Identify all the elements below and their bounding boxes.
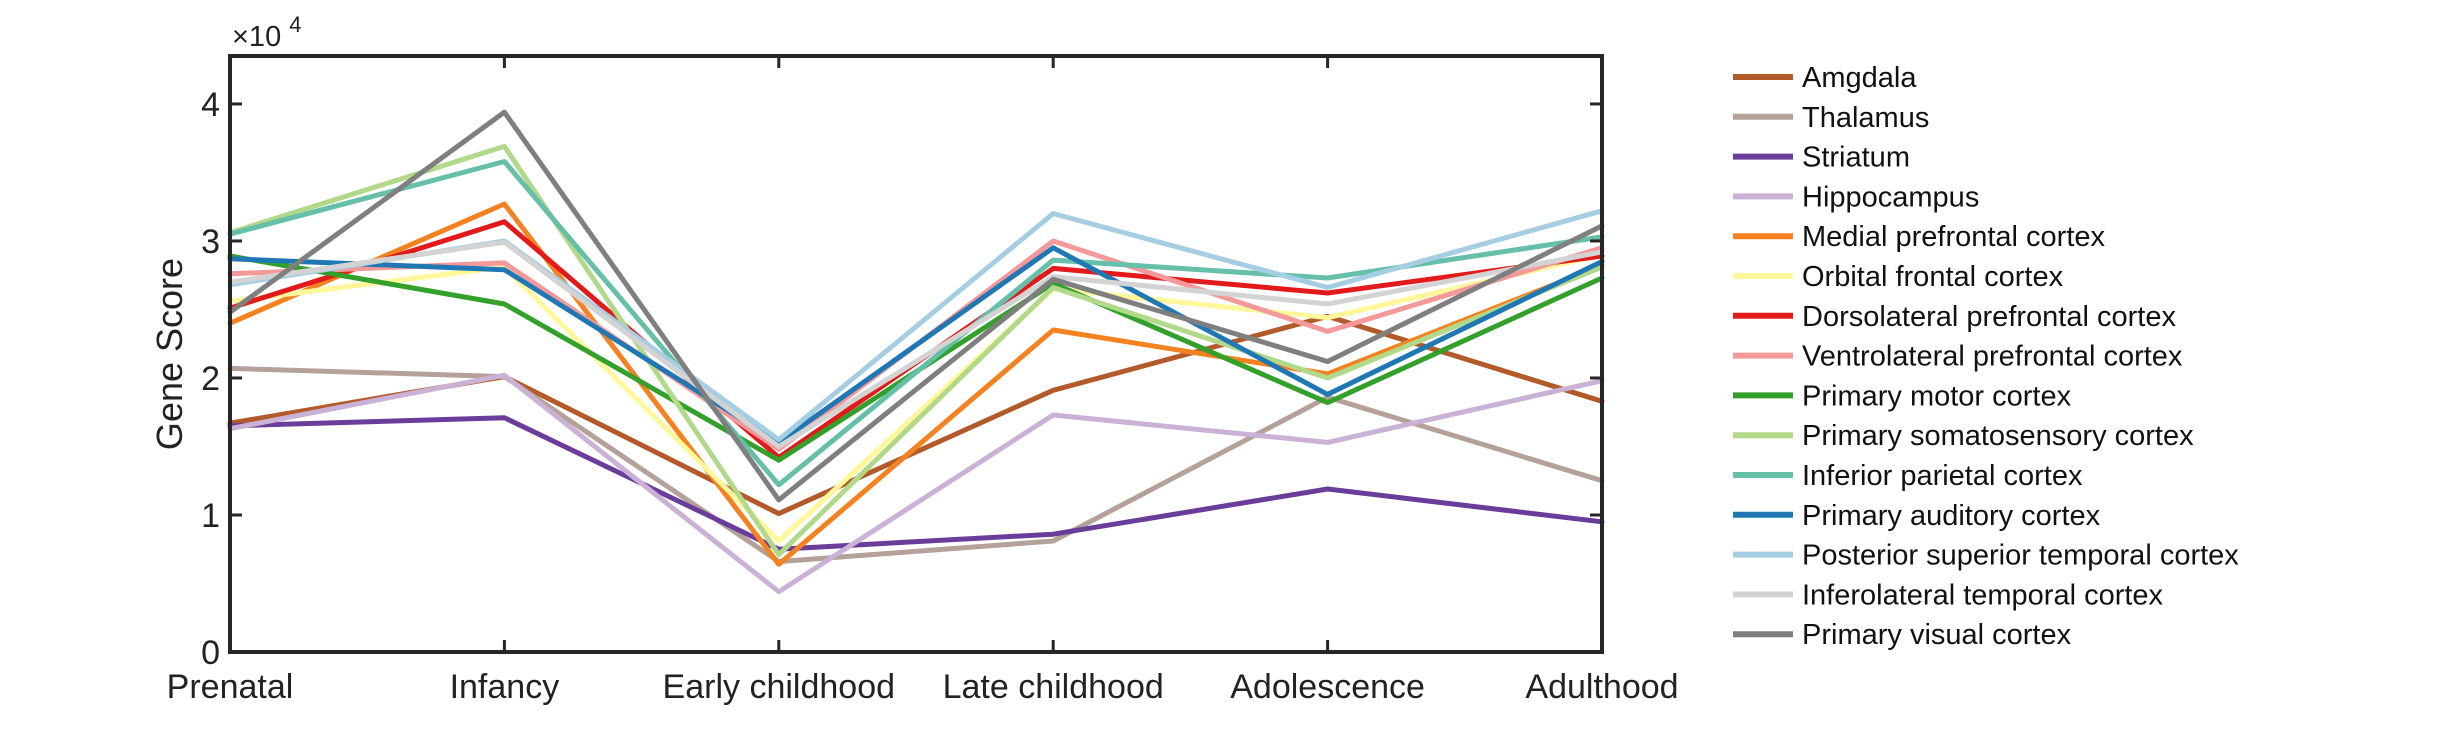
legend-label-12: Primary auditory cortex xyxy=(1802,500,2101,532)
series-line-15 xyxy=(227,109,1605,503)
y-axis-label: Gene Score xyxy=(149,258,190,450)
x-tick-label-2: Infancy xyxy=(450,668,560,706)
legend-label-15: Primary visual cortex xyxy=(1802,619,2072,651)
series-line-9 xyxy=(227,253,1605,463)
x-tick-label-6: Adulthood xyxy=(1525,668,1678,706)
series-line-12 xyxy=(227,245,1605,445)
plot-frame xyxy=(228,54,1604,654)
y-tick-label-1: 0 xyxy=(201,634,220,672)
series-line-3 xyxy=(227,415,1605,552)
y-tick-label-4: 3 xyxy=(201,223,220,261)
legend-label-14: Inferolateral temporal cortex xyxy=(1802,579,2164,611)
y-axis-multiplier: ×10 4 xyxy=(232,12,302,53)
x-tick-label-1: Prenatal xyxy=(167,668,294,706)
legend-label-13: Posterior superior temporal cortex xyxy=(1802,540,2239,572)
legend-label-2: Thalamus xyxy=(1802,102,1929,134)
series-line-11 xyxy=(227,159,1605,488)
y-axis-multiplier-base: ×10 xyxy=(232,21,281,53)
x-tick-label-4: Late childhood xyxy=(943,668,1164,706)
series-line-4 xyxy=(227,372,1605,595)
y-axis-multiplier-exponent: 4 xyxy=(289,12,301,37)
y-tick-label-2: 1 xyxy=(201,497,220,535)
y-tick-label-3: 2 xyxy=(201,360,220,398)
legend-label-1: Amgdala xyxy=(1802,62,1917,94)
series-line-5 xyxy=(227,201,1605,567)
legend-label-3: Striatum xyxy=(1802,142,1910,174)
legend-label-4: Hippocampus xyxy=(1802,181,1979,213)
legend-label-7: Dorsolateral prefrontal cortex xyxy=(1802,301,2176,333)
axis-ticks: 0 1 2 3 4 Prenatal Infancy Early childhood Late … xyxy=(167,56,1679,706)
series-line-2 xyxy=(227,365,1605,565)
y-tick-label-5: 4 xyxy=(201,86,220,124)
series-line-6 xyxy=(227,252,1605,544)
legend: Amgdala Thalamus Striatum Hippocampus Medial… xyxy=(1733,62,2239,651)
legend-label-8: Ventrolateral prefrontal cortex xyxy=(1802,341,2183,373)
legend-label-11: Inferior parietal cortex xyxy=(1802,460,2083,492)
x-tick-label-5: Adolescence xyxy=(1230,668,1425,706)
legend-label-6: Orbital frontal cortex xyxy=(1802,261,2064,293)
series-line-10 xyxy=(227,143,1605,558)
legend-label-9: Primary motor cortex xyxy=(1802,380,2072,412)
series-lines xyxy=(227,109,1605,595)
series-line-14 xyxy=(227,239,1605,449)
legend-label-10: Primary somatosensory cortex xyxy=(1802,420,2194,452)
legend-label-5: Medial prefrontal cortex xyxy=(1802,221,2106,253)
x-tick-label-3: Early childhood xyxy=(663,668,895,706)
